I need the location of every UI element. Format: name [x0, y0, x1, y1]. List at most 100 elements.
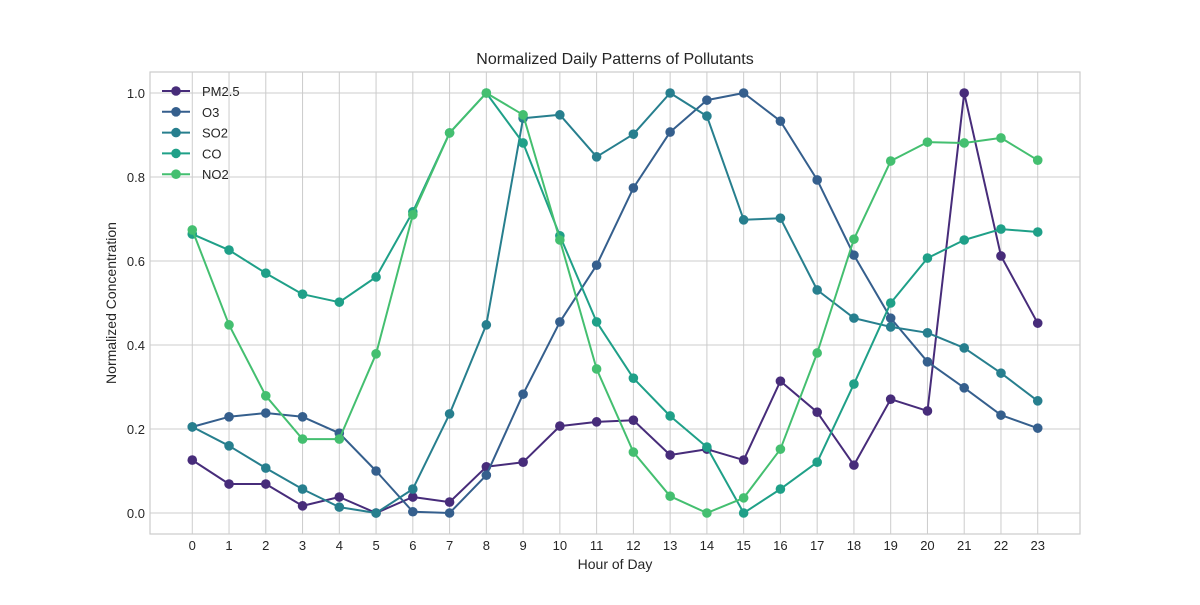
series-line: [191, 92, 1039, 514]
x-tick-label: 20: [920, 538, 934, 553]
data-point: [775, 484, 786, 494]
y-axis-ticks: 0.0 0.2 0.4 0.6 0.8 1.0: [127, 86, 145, 521]
data-point: [922, 328, 933, 338]
data-point: [334, 502, 345, 512]
x-tick-label: 22: [994, 538, 1008, 553]
legend-label: NO2: [202, 167, 229, 182]
data-point: [665, 88, 675, 98]
data-point: [738, 455, 749, 465]
data-point: [1032, 423, 1043, 433]
x-tick-label: 11: [590, 538, 604, 553]
data-point: [665, 127, 675, 137]
data-point: [996, 133, 1006, 143]
data-point: [481, 470, 492, 481]
data-point: [665, 411, 675, 421]
legend-item: CO: [162, 146, 222, 161]
data-point: [334, 297, 345, 307]
data-series: [187, 88, 1043, 518]
series-co: [187, 88, 1043, 518]
x-tick-label: 23: [1030, 538, 1044, 553]
data-point: [187, 225, 198, 235]
legend-label: O3: [202, 105, 219, 120]
data-point: [297, 289, 308, 299]
data-point: [738, 508, 749, 518]
legend-item: SO2: [162, 126, 228, 141]
data-point: [959, 138, 970, 148]
y-tick-label: 0.0: [127, 506, 145, 521]
data-point: [260, 463, 271, 473]
data-point: [1032, 396, 1043, 406]
data-point: [224, 412, 234, 422]
legend-label: SO2: [202, 126, 228, 141]
series-pm25: [187, 88, 1043, 518]
x-tick-label: 18: [847, 538, 861, 553]
series-no2: [187, 88, 1043, 518]
legend-item: PM2.5: [162, 84, 240, 99]
legend-label: CO: [202, 146, 222, 161]
data-point: [885, 298, 896, 308]
x-tick-label: 12: [626, 538, 640, 553]
data-point: [555, 421, 565, 431]
data-point: [224, 245, 234, 255]
data-point: [187, 455, 198, 465]
data-point: [297, 501, 308, 511]
data-point: [444, 508, 455, 518]
series-o3: [187, 88, 1043, 518]
data-point: [775, 444, 786, 454]
x-tick-label: 6: [409, 538, 416, 553]
series-so2: [187, 88, 1043, 518]
data-point: [297, 412, 308, 422]
data-point: [628, 183, 639, 193]
data-point: [922, 357, 933, 367]
y-tick-label: 0.2: [127, 422, 145, 437]
data-point: [665, 450, 675, 460]
data-point: [922, 137, 933, 147]
data-point: [996, 224, 1006, 234]
x-tick-label: 13: [663, 538, 677, 553]
chart-title: Normalized Daily Patterns of Pollutants: [476, 51, 753, 68]
data-point: [591, 417, 602, 427]
legend-marker-icon: [171, 86, 181, 96]
x-tick-label: 21: [957, 538, 971, 553]
series-line: [192, 92, 1039, 514]
data-point: [996, 251, 1006, 261]
data-point: [297, 434, 308, 444]
data-point: [702, 508, 712, 518]
data-point: [224, 479, 234, 489]
x-tick-label: 5: [372, 538, 379, 553]
data-point: [260, 479, 271, 489]
data-point: [849, 460, 859, 470]
data-point: [738, 493, 749, 503]
data-point: [1032, 227, 1043, 237]
data-point: [481, 88, 492, 98]
data-point: [371, 272, 381, 282]
data-point: [665, 491, 675, 502]
data-point: [628, 447, 639, 457]
legend-label: PM2.5: [202, 84, 240, 99]
x-tick-label: 10: [553, 538, 567, 553]
data-point: [996, 368, 1006, 378]
data-point: [224, 320, 234, 330]
x-tick-label: 4: [336, 538, 343, 553]
x-tick-label: 0: [189, 538, 196, 553]
data-point: [849, 234, 859, 244]
grid-lines: [150, 72, 1080, 534]
x-tick-label: 8: [483, 538, 490, 553]
y-tick-label: 0.6: [127, 254, 145, 269]
data-point: [371, 466, 381, 476]
y-axis-label: Normalized Concentration: [103, 222, 119, 384]
data-point: [628, 373, 639, 383]
y-tick-label: 1.0: [127, 86, 145, 101]
data-point: [849, 379, 859, 389]
y-tick-label: 0.4: [127, 338, 145, 353]
data-point: [1032, 155, 1043, 165]
series-line: [191, 92, 1039, 514]
legend: PM2.5 O3 SO2 CO NO2: [162, 84, 240, 182]
x-tick-label: 17: [810, 538, 824, 553]
data-point: [702, 442, 712, 452]
data-point: [518, 110, 528, 120]
data-point: [628, 415, 639, 425]
data-point: [738, 88, 749, 98]
x-tick-label: 3: [299, 538, 306, 553]
